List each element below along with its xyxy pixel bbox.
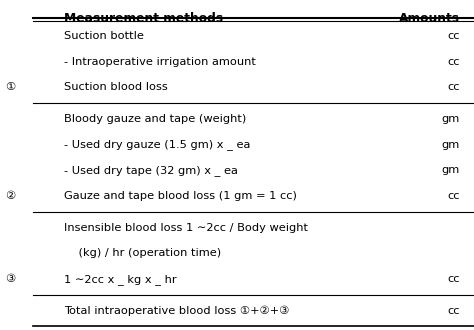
- Text: Measurement methods: Measurement methods: [64, 12, 223, 24]
- Text: cc: cc: [447, 306, 460, 316]
- Text: Bloody gauze and tape (weight): Bloody gauze and tape (weight): [64, 114, 246, 124]
- Text: ③: ③: [5, 274, 16, 284]
- Text: - Intraoperative irrigation amount: - Intraoperative irrigation amount: [64, 57, 256, 67]
- Text: cc: cc: [447, 82, 460, 92]
- Text: Total intraoperative blood loss ①+②+③: Total intraoperative blood loss ①+②+③: [64, 306, 289, 316]
- Text: cc: cc: [447, 57, 460, 67]
- Text: gm: gm: [441, 140, 460, 150]
- Text: Suction blood loss: Suction blood loss: [64, 82, 168, 92]
- Text: Insensible blood loss 1 ∼2cc / Body weight: Insensible blood loss 1 ∼2cc / Body weig…: [64, 223, 308, 233]
- Text: gm: gm: [441, 165, 460, 176]
- Text: ②: ②: [5, 191, 16, 201]
- Text: ①: ①: [5, 82, 16, 92]
- Text: Gauze and tape blood loss (1 gm = 1 cc): Gauze and tape blood loss (1 gm = 1 cc): [64, 191, 297, 201]
- Text: (kg) / hr (operation time): (kg) / hr (operation time): [64, 248, 221, 258]
- Text: cc: cc: [447, 274, 460, 284]
- Text: - Used dry tape (32 gm) x _ ea: - Used dry tape (32 gm) x _ ea: [64, 165, 238, 176]
- Text: gm: gm: [441, 114, 460, 124]
- Text: - Used dry gauze (1.5 gm) x _ ea: - Used dry gauze (1.5 gm) x _ ea: [64, 139, 250, 150]
- Text: 1 ∼2cc x _ kg x _ hr: 1 ∼2cc x _ kg x _ hr: [64, 274, 177, 285]
- Text: Suction bottle: Suction bottle: [64, 31, 144, 41]
- Text: Amounts: Amounts: [399, 12, 460, 24]
- Text: cc: cc: [447, 191, 460, 201]
- Text: cc: cc: [447, 31, 460, 41]
